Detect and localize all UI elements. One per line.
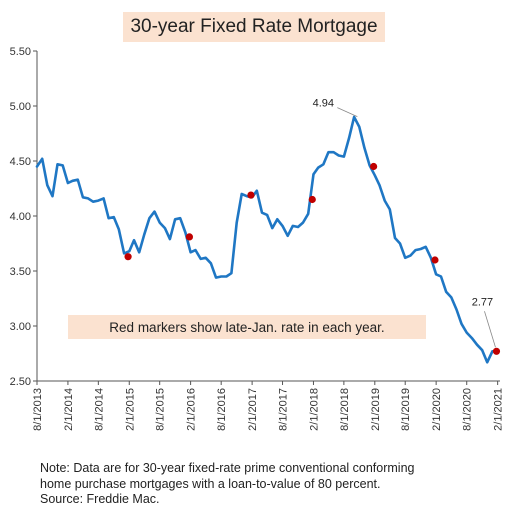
x-tick-label: 2/1/2021 <box>493 388 505 431</box>
y-tick-label: 2.50 <box>10 376 31 388</box>
footnote: Note: Data are for 30-year fixed-rate pr… <box>40 461 480 508</box>
x-tick-label: 2/1/2017 <box>247 388 259 431</box>
x-tick-label: 8/1/2013 <box>32 388 44 431</box>
footnote-line-1: Note: Data are for 30-year fixed-rate pr… <box>40 461 415 475</box>
late-january-marker <box>431 256 439 264</box>
y-tick-label: 3.50 <box>10 266 31 278</box>
x-tick-label: 2/1/2019 <box>370 388 382 431</box>
y-axis: 5.50 5.00 4.50 4.00 3.50 3.00 2.50 <box>10 46 38 388</box>
y-tick-label: 3.00 <box>10 321 31 333</box>
late-january-marker <box>370 162 378 171</box>
footnote-source: Source: Freddie Mac. <box>40 492 160 506</box>
x-tick-label: 8/1/2018 <box>339 388 351 431</box>
x-tick-label: 8/1/2017 <box>278 388 290 431</box>
late-january-marker <box>185 233 194 241</box>
y-tick-label: 4.50 <box>10 156 31 168</box>
late-january-marker <box>247 191 255 199</box>
series-layer <box>35 115 499 364</box>
late-january-marker <box>124 253 132 261</box>
x-tick-label: 8/1/2015 <box>155 388 167 431</box>
x-tick-label: 2/1/2018 <box>308 388 320 431</box>
x-tick-label: 8/1/2016 <box>216 388 228 431</box>
marker-annotation: Red markers show late-Jan. rate in each … <box>68 315 426 339</box>
callout-label: 4.94 <box>313 98 334 110</box>
x-axis: 8/1/2013 2/1/2014 8/1/2014 2/1/2015 8/1/2015… <box>32 380 505 431</box>
late-january-marker <box>492 347 501 355</box>
callout-leader <box>484 311 496 348</box>
x-tick-label: 2/1/2014 <box>63 388 75 431</box>
x-tick-label: 8/1/2014 <box>93 388 105 431</box>
y-tick-label: 5.00 <box>10 101 31 113</box>
x-tick-label: 2/1/2015 <box>124 388 136 431</box>
x-tick-label: 2/1/2016 <box>186 388 198 431</box>
marker-layer <box>124 162 501 355</box>
late-january-marker <box>308 195 316 204</box>
x-tick-label: 2/1/2020 <box>431 388 443 431</box>
x-tick-label: 8/1/2020 <box>462 388 474 431</box>
callout-layer: 4.94 2.77 <box>313 98 496 348</box>
y-tick-label: 4.00 <box>10 211 31 223</box>
callout-leader <box>337 107 358 117</box>
mortgage-rate-line <box>35 115 499 364</box>
y-tick-label: 5.50 <box>10 46 31 58</box>
footnote-line-2: home purchase mortgages with a loan-to-v… <box>40 476 381 491</box>
chart-title: 30-year Fixed Rate Mortgage <box>123 12 385 42</box>
callout-label: 2.77 <box>472 296 493 308</box>
x-tick-label: 8/1/2019 <box>400 388 412 431</box>
